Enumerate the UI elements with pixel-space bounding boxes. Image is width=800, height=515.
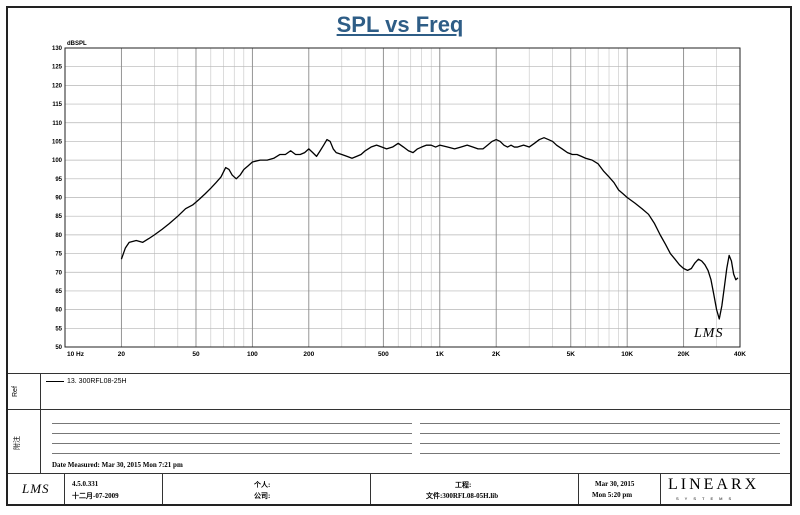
lms-watermark: LMS — [694, 326, 724, 341]
y-tick-label: 60 — [55, 308, 62, 314]
note-line — [420, 443, 780, 444]
footer-divider — [162, 473, 163, 504]
y-tick-label: 95 — [55, 177, 62, 183]
x-tick-label: 100 — [247, 351, 258, 358]
y-tick-label: 55 — [55, 326, 62, 332]
version-date: 十二月-07-2009 — [72, 492, 119, 500]
y-axis-label: dBSPL — [67, 41, 87, 47]
project-label: 工程: — [455, 481, 472, 489]
x-tick-label: 20K — [678, 351, 690, 358]
footer-separator — [8, 473, 790, 474]
note-line — [420, 433, 780, 434]
note-line — [420, 423, 780, 424]
x-tick-labels: 10 Hz 20 50 100 200 500 1K 2K 5K 10K 20K 40K — [67, 351, 746, 358]
y-tick-label: 130 — [52, 46, 63, 52]
page-frame — [6, 6, 792, 506]
date-measured: Date Measured: Mar 30, 2015 Mon 7:21 pm — [52, 461, 183, 469]
footer-divider — [64, 473, 65, 504]
brand-subtitle: SYSTEMS — [676, 496, 738, 501]
note-line — [420, 453, 780, 454]
note-line — [52, 453, 412, 454]
y-tick-label: 70 — [55, 270, 62, 276]
legend-line-icon — [46, 380, 64, 382]
series-line — [120, 137, 739, 320]
y-tick-label: 100 — [52, 158, 63, 164]
x-tick-label: 40K — [734, 351, 746, 358]
notes-label: 附注 — [14, 436, 21, 450]
legend-entry-label: 13. 300RFL08-25H — [67, 378, 127, 385]
footer-divider — [578, 473, 579, 504]
y-tick-label: 110 — [52, 121, 62, 127]
y-tick-label: 75 — [55, 252, 62, 258]
print-time: Mon 5:20 pm — [592, 491, 633, 499]
person-label: 个人: — [254, 481, 271, 489]
note-line — [52, 443, 412, 444]
lms-logo: LMS — [22, 481, 50, 496]
footer-divider — [370, 473, 371, 504]
x-tick-label: 1K — [436, 351, 445, 358]
label-column-divider — [40, 373, 41, 473]
note-line — [52, 423, 412, 424]
legend-entry: 13. 300RFL08-25H — [46, 378, 127, 385]
y-tick-label: 85 — [55, 214, 62, 220]
file-label: 文件:300RFL08-05H.lib — [426, 492, 499, 500]
print-date: Mar 30, 2015 — [595, 480, 635, 488]
y-tick-label: 105 — [52, 139, 63, 145]
x-tick-label: 500 — [378, 351, 389, 358]
brand-logo: LINEARX — [668, 476, 760, 493]
minor-grid — [65, 48, 740, 347]
series-group — [120, 137, 739, 320]
y-tick-label: 115 — [52, 102, 62, 108]
company-label: 公司: — [254, 492, 271, 500]
x-tick-label: 20 — [118, 351, 126, 358]
version: 4.5.0.331 — [72, 480, 99, 488]
x-tick-label: 5K — [567, 351, 576, 358]
x-tick-label: 50 — [192, 351, 200, 358]
y-tick-label: 80 — [55, 233, 62, 239]
note-line — [52, 433, 412, 434]
y-tick-label: 90 — [55, 196, 62, 202]
legend-separator — [8, 373, 790, 374]
x-tick-label: 2K — [492, 351, 501, 358]
y-tick-label: 125 — [52, 65, 63, 71]
x-tick-label: 200 — [303, 351, 314, 358]
notes-separator — [8, 409, 790, 410]
plot-border — [64, 47, 741, 348]
y-tick-label: 65 — [55, 289, 62, 295]
y-tick-label: 50 — [55, 345, 62, 351]
chart-title: SPL vs Freq — [336, 12, 464, 37]
legend-label: Ref — [12, 386, 19, 397]
y-tick-labels: 50 55 60 65 70 75 80 85 90 95 100 105 110 115 120 125 13… — [52, 46, 63, 351]
y-tick-label: 120 — [52, 83, 63, 89]
footer-divider — [660, 473, 661, 504]
x-tick-label: 10K — [621, 351, 633, 358]
x-tick-label: 10 Hz — [67, 351, 85, 358]
